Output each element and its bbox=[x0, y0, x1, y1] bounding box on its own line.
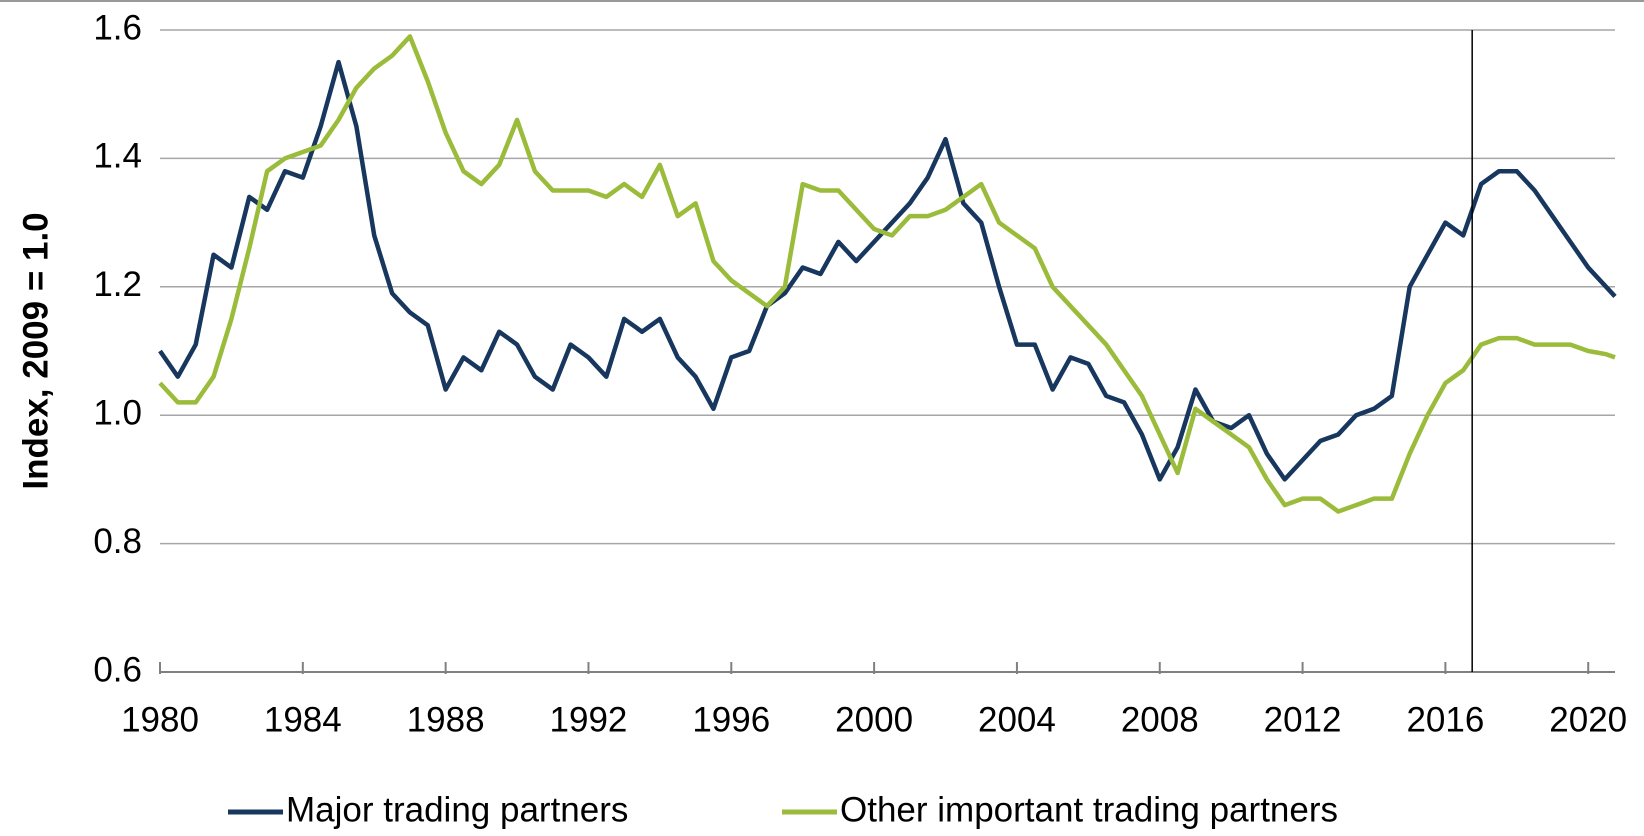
x-tick-label: 2020 bbox=[1549, 700, 1627, 739]
y-tick-label: 1.6 bbox=[93, 8, 142, 47]
series-line bbox=[158, 34, 1616, 514]
x-tick-label: 2004 bbox=[978, 700, 1056, 739]
y-tick-label: 1.2 bbox=[93, 265, 142, 304]
x-tick-label: 2008 bbox=[1121, 700, 1199, 739]
x-tick-label: 1988 bbox=[407, 700, 485, 739]
y-tick-label: 1.4 bbox=[93, 137, 142, 176]
x-tick-label: 2000 bbox=[835, 700, 913, 739]
y-tick-label: 0.8 bbox=[93, 522, 142, 561]
x-tick-label: 1996 bbox=[692, 700, 770, 739]
y-tick-label: 1.0 bbox=[93, 393, 142, 432]
legend-label: Major trading partners bbox=[286, 790, 628, 829]
legend-label: Other important trading partners bbox=[840, 790, 1338, 829]
x-tick-label: 2016 bbox=[1406, 700, 1484, 739]
x-tick-label: 1980 bbox=[121, 700, 199, 739]
x-tick-label: 1992 bbox=[550, 700, 628, 739]
x-tick-label: 2012 bbox=[1264, 700, 1342, 739]
y-tick-label: 0.6 bbox=[93, 650, 142, 689]
x-tick-label: 1984 bbox=[264, 700, 342, 739]
series-line bbox=[158, 59, 1617, 482]
y-axis-label: Index, 2009 = 1.0 bbox=[16, 212, 55, 489]
